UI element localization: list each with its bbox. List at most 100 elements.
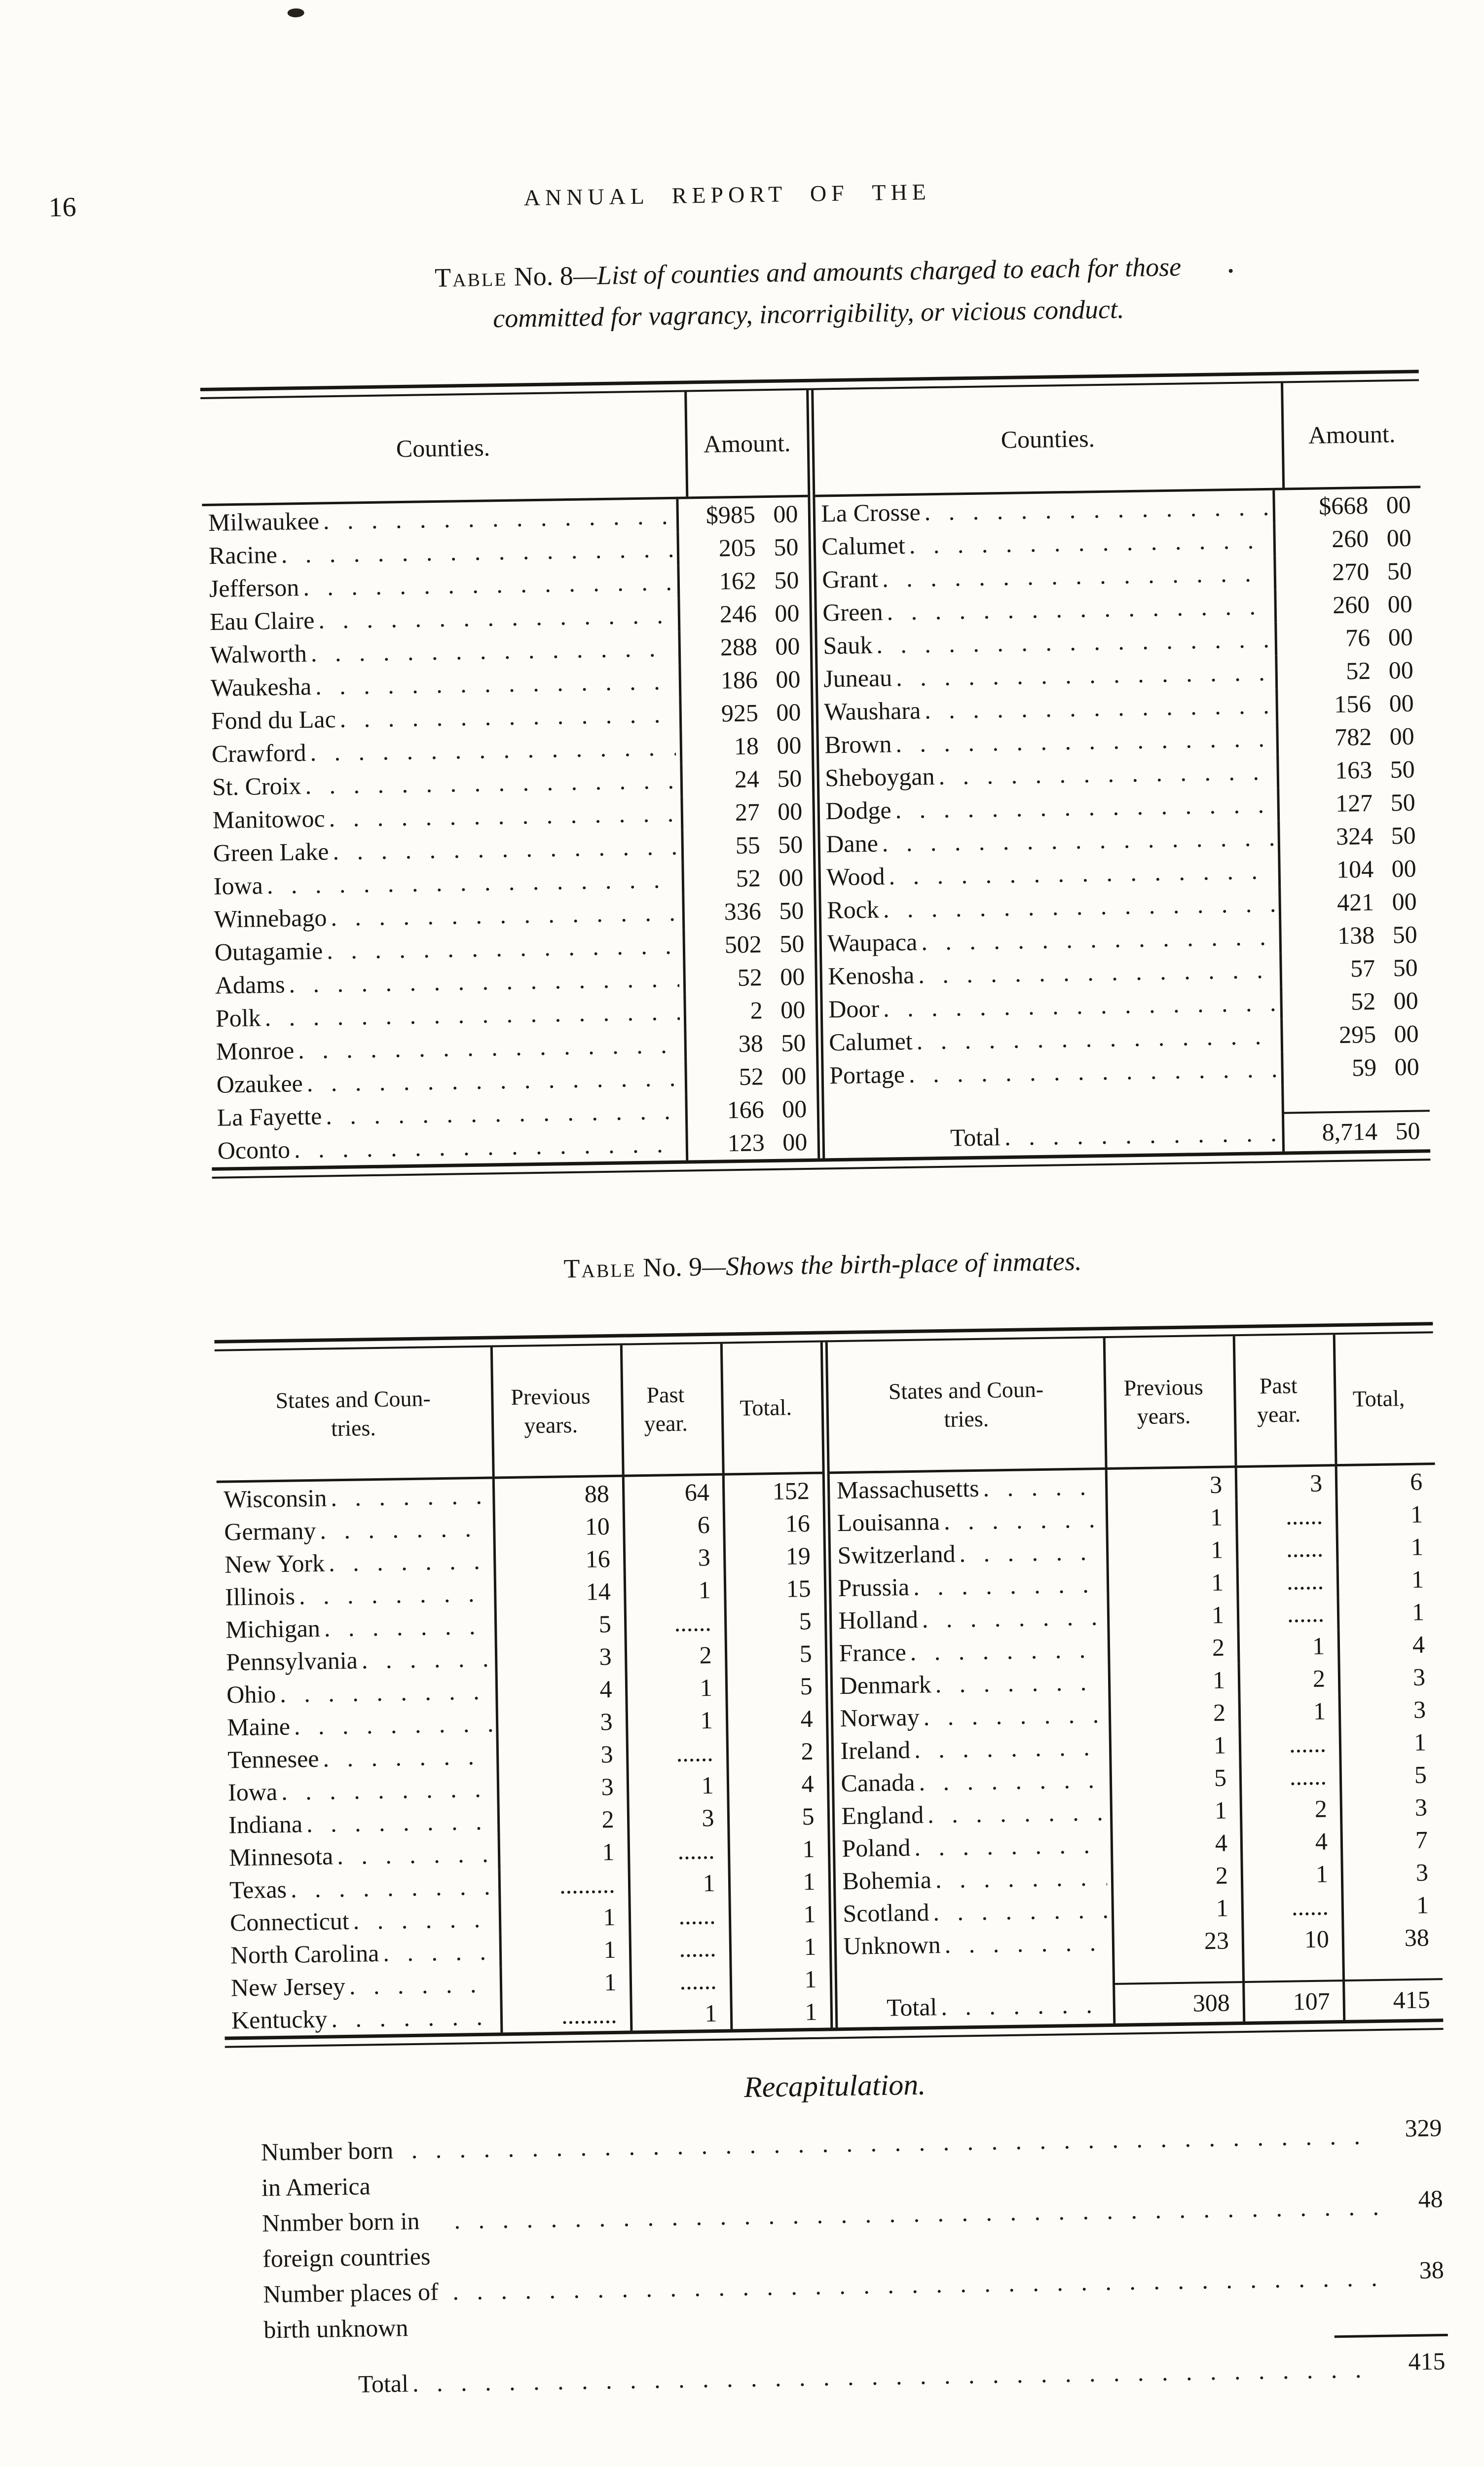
table8-right-rows: La Crosse $668 00 Calumet 260 00 Grant <box>815 488 1430 1092</box>
past-year-value: ...... <box>1238 1727 1339 1761</box>
past-year-value: ...... <box>628 1931 729 1966</box>
past-year-value: 3 <box>623 1540 724 1575</box>
recap-value: 38 <box>1419 2256 1445 2284</box>
total-rule-cell <box>1112 1956 1243 1985</box>
past-year-value: ...... <box>624 1606 725 1640</box>
county-name: Iowa <box>213 871 263 900</box>
dot-leader <box>941 1985 1110 2026</box>
state-name-cell: Prussia <box>831 1568 1107 1604</box>
state-name-cell: New Jersey <box>224 1967 500 2004</box>
past-year-column-header: Past year. <box>1232 1335 1335 1466</box>
dot-leader <box>306 1805 493 1840</box>
total-value: 5 <box>724 1604 825 1639</box>
state-name: Tennesee <box>227 1744 319 1774</box>
past-year-value: 1 <box>628 1866 728 1901</box>
state-name: Maine <box>226 1712 291 1741</box>
state-name: New York <box>224 1549 325 1578</box>
previous-years-value: 4 <box>495 1672 626 1707</box>
dot-leader <box>922 1600 1103 1635</box>
dot-leader <box>264 995 680 1034</box>
state-name: Michigan <box>225 1614 321 1644</box>
dot-leader <box>921 920 1275 959</box>
total-column-header: Total, <box>1333 1333 1435 1464</box>
state-name-cell: Poland <box>835 1828 1111 1865</box>
total-past-value: 107 <box>1242 1981 1343 2022</box>
county-amount: $668 00 <box>1272 488 1421 523</box>
dot-leader <box>919 1763 1106 1798</box>
state-name-cell: Canada <box>834 1763 1110 1799</box>
past-year-value: 1 <box>625 1703 726 1738</box>
dot-leader <box>339 698 675 736</box>
recap-value: 48 <box>1418 2185 1444 2213</box>
state-name: England <box>841 1800 924 1830</box>
dot-leader <box>454 2189 1381 2274</box>
county-name: Manitowoc <box>212 804 326 834</box>
previous-years-value: 10 <box>492 1509 623 1544</box>
county-name: Waushara <box>823 696 921 726</box>
county-name: Ozaukee <box>216 1069 303 1098</box>
dot-leader <box>876 623 1271 662</box>
state-name: Wisconsin <box>223 1484 327 1513</box>
dot-leader <box>933 1893 1108 1928</box>
total-label-cell: Total <box>824 1114 1283 1159</box>
previous-years-value: 4 <box>1110 1826 1241 1861</box>
spacer-cell <box>837 1958 1113 1989</box>
total-value: 3 <box>1339 1791 1441 1825</box>
total-column-header: Total. <box>720 1342 822 1473</box>
dot-leader <box>291 1870 495 1906</box>
total-value: 1 <box>1338 1725 1440 1760</box>
state-name: Poland <box>842 1833 911 1863</box>
previous-years-value: 1 <box>1105 1500 1236 1535</box>
counties-column-header: Counties. <box>396 433 490 463</box>
county-name: Juneau <box>823 664 892 693</box>
dot-leader <box>331 896 678 934</box>
county-amount: 260 00 <box>1273 521 1422 557</box>
amount-column-header: Amount. <box>684 390 808 497</box>
past-year-value: 10 <box>1241 1922 1342 1957</box>
previous-years-value: 2 <box>497 1802 628 1837</box>
state-name: Prussia <box>838 1573 910 1602</box>
county-name: Green Lake <box>213 837 329 867</box>
past-year-value: ...... <box>1235 1499 1336 1533</box>
previous-years-value: 88 <box>492 1477 623 1512</box>
past-year-value: ...... <box>626 1736 727 1770</box>
dot-leader <box>294 1707 492 1743</box>
previous-years-value: 5 <box>1109 1761 1240 1796</box>
recap-total-value: 415 <box>1408 2347 1446 2376</box>
county-name: Waupaca <box>827 928 918 957</box>
past-year-value: ...... <box>1236 1597 1337 1631</box>
total-amount: 8,714 50 <box>1282 1112 1431 1152</box>
dot-leader <box>318 598 674 637</box>
county-amount: 76 00 <box>1274 620 1423 656</box>
total-value: 5 <box>724 1637 825 1671</box>
county-name: Sauk <box>822 631 873 660</box>
dot-leader <box>327 929 679 968</box>
dot-leader <box>353 1903 495 1937</box>
county-name: Kenosha <box>827 961 915 990</box>
previous-years-column-header: Previous years. <box>1103 1336 1235 1468</box>
state-name: Ireland <box>840 1736 911 1765</box>
county-amount: 52 00 <box>1280 984 1429 1019</box>
county-name: Jefferson <box>209 573 299 602</box>
state-name: Massachusetts <box>836 1474 979 1504</box>
previous-years-value: 3 <box>496 1770 627 1805</box>
total-previous-value: 308 <box>1113 1983 1243 2023</box>
state-name: Switzerland <box>837 1539 956 1570</box>
dot-leader <box>383 1935 495 1969</box>
state-name-cell: Maine <box>220 1707 496 1743</box>
state-name-cell: Scotland <box>836 1893 1112 1930</box>
state-name-cell: Holland <box>831 1600 1107 1637</box>
recap-label: Nnmber born in foreign countries <box>261 2206 431 2273</box>
state-name: Germany <box>223 1516 316 1546</box>
total-value: 5 <box>1339 1758 1440 1793</box>
recapitulation-section: Recapitulation. Number born in America 3… <box>225 2060 1449 2404</box>
state-name: Iowa <box>227 1778 278 1806</box>
state-name: Indiana <box>228 1810 303 1839</box>
county-amount: 24 50 <box>679 761 812 797</box>
county-amount: 324 50 <box>1277 819 1426 854</box>
state-name-cell: Bohemia <box>835 1861 1111 1897</box>
total-value: 6 <box>1335 1465 1436 1499</box>
state-name-cell: Massachusetts <box>829 1470 1105 1506</box>
total-value: 1 <box>729 1995 830 2029</box>
past-year-value: 3 <box>627 1801 728 1835</box>
